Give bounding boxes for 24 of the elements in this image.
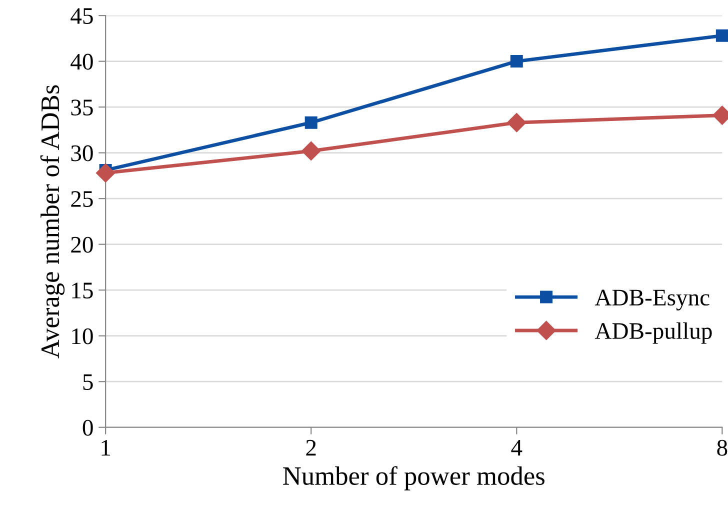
y-tick-label: 35 — [71, 100, 93, 116]
point — [510, 55, 523, 68]
point — [302, 141, 321, 161]
x-tick-label: 4 — [511, 440, 522, 456]
x-tick-label: 8 — [717, 440, 728, 456]
y-tick-label: 5 — [83, 374, 93, 390]
x-tick-label: 1 — [102, 440, 110, 456]
y-tick-label: 45 — [70, 8, 93, 24]
x-axis-title: Number of power modes — [283, 466, 544, 490]
y-tick-label: 30 — [71, 145, 93, 162]
y-tick-label: 40 — [70, 54, 93, 70]
y-tick-label: 0 — [82, 420, 93, 436]
point — [96, 163, 116, 182]
x-tick-label: 2 — [306, 440, 316, 456]
point — [716, 29, 728, 42]
y-axis-title: Average number of ADBs — [40, 85, 65, 358]
legend-label: ADB-Esync — [594, 290, 710, 310]
y-tick-label: 15 — [72, 282, 93, 299]
point — [304, 116, 318, 129]
point — [507, 113, 526, 132]
legend-label: ADB-pullup — [594, 322, 712, 344]
y-tick-label: 25 — [71, 191, 93, 207]
y-tick-label: 10 — [72, 328, 93, 344]
y-tick-label: 20 — [71, 236, 93, 253]
